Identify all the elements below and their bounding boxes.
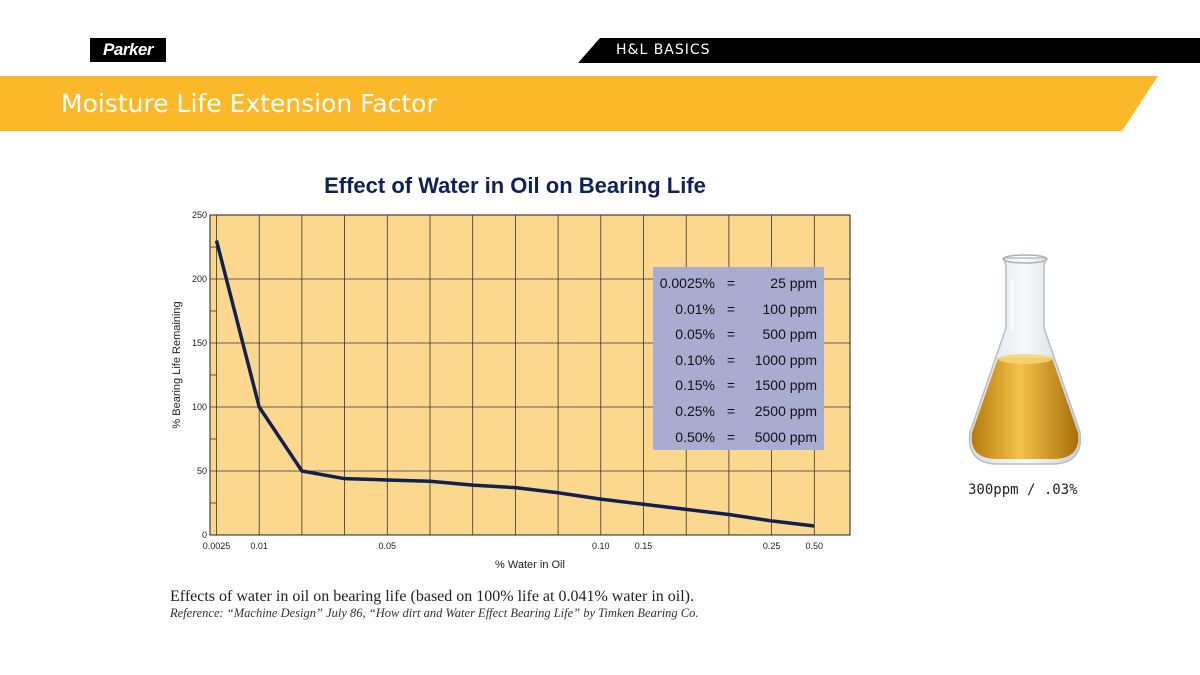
- oil-flask-icon: [960, 250, 1090, 480]
- conversion-percent: 0.15%: [675, 377, 715, 394]
- y-tick-label: 250: [192, 210, 207, 220]
- conversion-percent: 0.25%: [675, 403, 715, 419]
- conversion-row: 0.15% = 1500 ppm: [653, 373, 824, 398]
- chart-caption: Effects of water in oil on bearing life …: [170, 588, 694, 605]
- y-tick-label: 200: [192, 274, 207, 284]
- conversion-equals: =: [726, 351, 736, 368]
- chart-title: Effect of Water in Oil on Bearing Life: [324, 173, 706, 198]
- conversion-row: 0.05% = 500 ppm: [653, 322, 824, 347]
- x-axis-label: % Water in Oil: [495, 559, 565, 571]
- conversion-percent: 0.05%: [675, 326, 715, 343]
- section-label: H&L BASICS: [616, 42, 711, 58]
- y-tick-label: 150: [192, 338, 207, 348]
- x-tick-label: 0.05: [379, 541, 397, 551]
- conversion-ppm: 500 ppm: [762, 326, 817, 343]
- x-tick-label: 0.15: [635, 541, 653, 551]
- y-tick-label: 50: [197, 466, 207, 476]
- conversion-ppm: 1000 ppm: [754, 351, 817, 368]
- conversion-ppm: 100 ppm: [762, 300, 817, 317]
- x-tick-label: 0.10: [592, 541, 610, 551]
- chart-reference: Reference: “Machine Design” July 86, “Ho…: [170, 606, 699, 620]
- page-title: Moisture Life Extension Factor: [61, 89, 437, 118]
- x-tick-label: 0.0025: [203, 541, 231, 551]
- conversion-equals: =: [726, 275, 736, 291]
- conversion-equals: =: [726, 403, 736, 419]
- conversion-equals: =: [726, 377, 736, 394]
- x-axis-ticks: 0.0025 0.01 0.05 0.10 0.15 0.25 0.50: [203, 541, 823, 551]
- conversion-equals: =: [726, 300, 736, 317]
- y-axis-ticks: 0 50 100 150 200 250: [192, 210, 216, 540]
- parker-logo: Parker: [90, 38, 166, 62]
- section-bar: H&L BASICS: [578, 38, 1200, 63]
- conversion-row: 0.01% = 100 ppm: [653, 297, 824, 322]
- conversion-percent: 0.0025%: [659, 275, 715, 291]
- conversion-ppm: 5000 ppm: [754, 428, 817, 445]
- conversion-equals: =: [726, 326, 736, 343]
- title-banner: Moisture Life Extension Factor: [0, 76, 1158, 131]
- conversion-row: 0.0025% = 25 ppm: [653, 271, 824, 296]
- conversion-percent: 0.01%: [675, 300, 715, 317]
- y-axis-label: % Bearing Life Remaining: [171, 301, 183, 428]
- conversion-table: 0.0025% = 25 ppm 0.01% = 100 ppm 0.05% = 500 ppm…: [653, 267, 824, 450]
- conversion-percent: 0.10%: [675, 351, 715, 368]
- conversion-percent: 0.50%: [675, 428, 715, 445]
- conversion-equals: =: [726, 428, 736, 445]
- x-tick-label: 0.50: [806, 541, 824, 551]
- conversion-ppm: 25 ppm: [770, 275, 817, 291]
- conversion-ppm: 1500 ppm: [754, 377, 817, 394]
- conversion-row: 0.10% = 1000 ppm: [653, 348, 824, 373]
- flask-caption: 300ppm / .03%: [968, 482, 1078, 498]
- conversion-row: 0.50% = 5000 ppm: [653, 425, 824, 450]
- x-tick-label: 0.01: [250, 541, 268, 551]
- y-tick-label: 0: [202, 530, 207, 540]
- conversion-ppm: 2500 ppm: [754, 403, 817, 419]
- series-line: [214, 240, 815, 528]
- y-tick-label: 100: [192, 402, 207, 412]
- x-tick-label: 0.25: [763, 541, 781, 551]
- conversion-row: 0.25% = 2500 ppm: [653, 399, 824, 424]
